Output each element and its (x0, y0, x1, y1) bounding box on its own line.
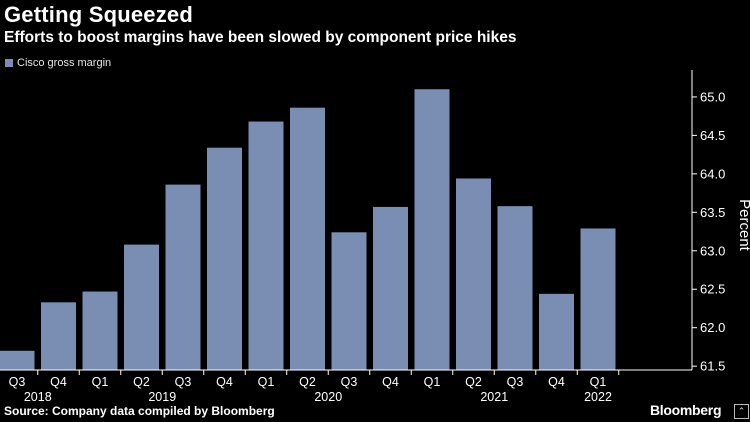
bar (165, 184, 201, 370)
bar (248, 121, 284, 371)
bloomberg-logo-icon: ⌃ (734, 404, 749, 419)
x-tick-label: Q3 (507, 375, 524, 389)
x-tick-label: Q1 (92, 375, 109, 389)
bar (414, 89, 450, 370)
bar (456, 178, 491, 370)
bar (331, 232, 367, 370)
y-tick-label: 61.5 (700, 359, 725, 374)
x-tick-label: Q3 (341, 375, 358, 389)
x-tick-label: Q4 (382, 375, 399, 389)
y-axis-title: Percent (736, 199, 750, 252)
x-tick-label: Q2 (465, 375, 482, 389)
x-year-label: 2019 (148, 390, 176, 404)
chart-subtitle: Efforts to boost margins have been slowe… (4, 29, 517, 46)
bar (207, 147, 242, 370)
chart-legend: Cisco gross margin (5, 57, 111, 69)
x-year-label: 2018 (24, 390, 52, 404)
x-tick-label: Q3 (9, 375, 26, 389)
x-tick-label: Q4 (216, 375, 233, 389)
bar (290, 107, 325, 370)
bar (41, 302, 76, 370)
y-tick-label: 64.5 (700, 128, 725, 143)
bar (0, 350, 35, 370)
legend-label: Cisco gross margin (17, 57, 112, 69)
y-tick-label: 64.0 (700, 166, 725, 181)
x-year-label: 2021 (480, 390, 508, 404)
x-year-label: 2020 (314, 390, 342, 404)
x-tick-label: Q4 (50, 375, 67, 389)
x-tick-label: Q1 (590, 375, 607, 389)
bar (580, 228, 616, 370)
x-tick-label: Q1 (258, 375, 275, 389)
y-tick-label: 63.5 (700, 205, 725, 220)
bar (497, 206, 533, 370)
x-tick-label: Q2 (133, 375, 150, 389)
source-note: Source: Company data compiled by Bloombe… (4, 404, 275, 418)
y-tick-label: 62.5 (700, 282, 725, 297)
bloomberg-logo: Bloomberg (650, 402, 722, 418)
legend-swatch (5, 59, 13, 67)
x-tick-label: Q3 (175, 375, 192, 389)
x-tick-label: Q2 (299, 375, 316, 389)
y-tick-label: 65.0 (700, 89, 725, 104)
chart-title: Getting Squeezed (4, 2, 193, 27)
bar (373, 206, 408, 370)
bar (124, 244, 159, 370)
y-tick-label: 62.0 (700, 320, 725, 335)
y-tick-label: 63.0 (700, 243, 725, 258)
x-tick-label: Q4 (548, 375, 565, 389)
bar (539, 293, 574, 370)
x-tick-label: Q1 (424, 375, 441, 389)
x-year-label: 2022 (584, 390, 612, 404)
bar (82, 291, 118, 370)
